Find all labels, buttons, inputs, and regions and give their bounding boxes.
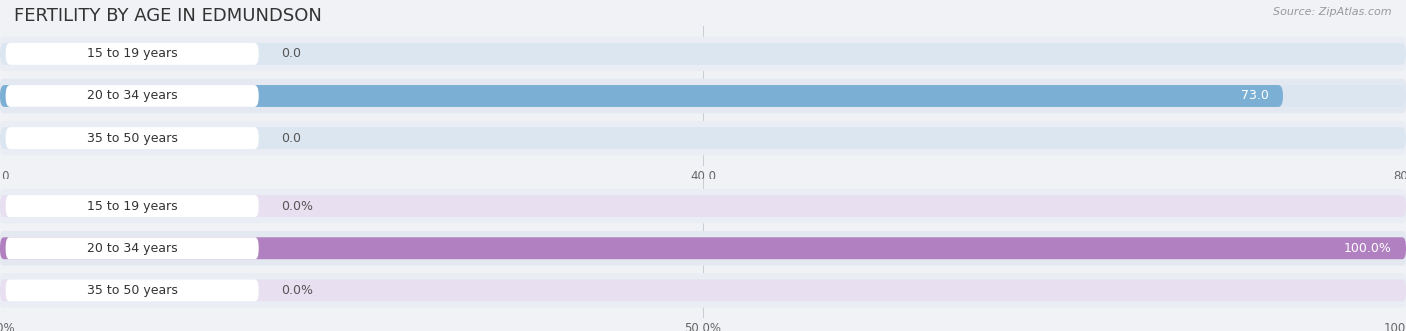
FancyBboxPatch shape	[0, 37, 1406, 71]
Text: 0.0: 0.0	[281, 47, 301, 60]
FancyBboxPatch shape	[0, 237, 1406, 259]
FancyBboxPatch shape	[0, 121, 1406, 155]
Text: Source: ZipAtlas.com: Source: ZipAtlas.com	[1274, 7, 1392, 17]
Text: 0.0%: 0.0%	[281, 200, 314, 213]
Text: 73.0: 73.0	[1241, 89, 1268, 103]
FancyBboxPatch shape	[6, 195, 259, 217]
FancyBboxPatch shape	[0, 79, 1406, 113]
Text: 15 to 19 years: 15 to 19 years	[87, 47, 177, 60]
FancyBboxPatch shape	[0, 237, 1406, 259]
FancyBboxPatch shape	[0, 279, 1406, 301]
FancyBboxPatch shape	[0, 127, 1406, 149]
FancyBboxPatch shape	[0, 43, 1406, 65]
Text: 35 to 50 years: 35 to 50 years	[87, 284, 177, 297]
FancyBboxPatch shape	[6, 127, 259, 149]
FancyBboxPatch shape	[6, 237, 259, 259]
FancyBboxPatch shape	[6, 85, 259, 107]
FancyBboxPatch shape	[0, 231, 1406, 265]
Text: FERTILITY BY AGE IN EDMUNDSON: FERTILITY BY AGE IN EDMUNDSON	[14, 7, 322, 24]
FancyBboxPatch shape	[0, 85, 1282, 107]
Text: 0.0%: 0.0%	[281, 284, 314, 297]
FancyBboxPatch shape	[0, 273, 1406, 307]
Text: 20 to 34 years: 20 to 34 years	[87, 242, 177, 255]
Text: 20 to 34 years: 20 to 34 years	[87, 89, 177, 103]
FancyBboxPatch shape	[0, 85, 1406, 107]
Text: 35 to 50 years: 35 to 50 years	[87, 132, 177, 145]
FancyBboxPatch shape	[0, 189, 1406, 223]
FancyBboxPatch shape	[6, 279, 259, 301]
FancyBboxPatch shape	[6, 43, 259, 65]
Text: 0.0: 0.0	[281, 132, 301, 145]
Text: 100.0%: 100.0%	[1344, 242, 1392, 255]
FancyBboxPatch shape	[0, 195, 1406, 217]
Text: 15 to 19 years: 15 to 19 years	[87, 200, 177, 213]
